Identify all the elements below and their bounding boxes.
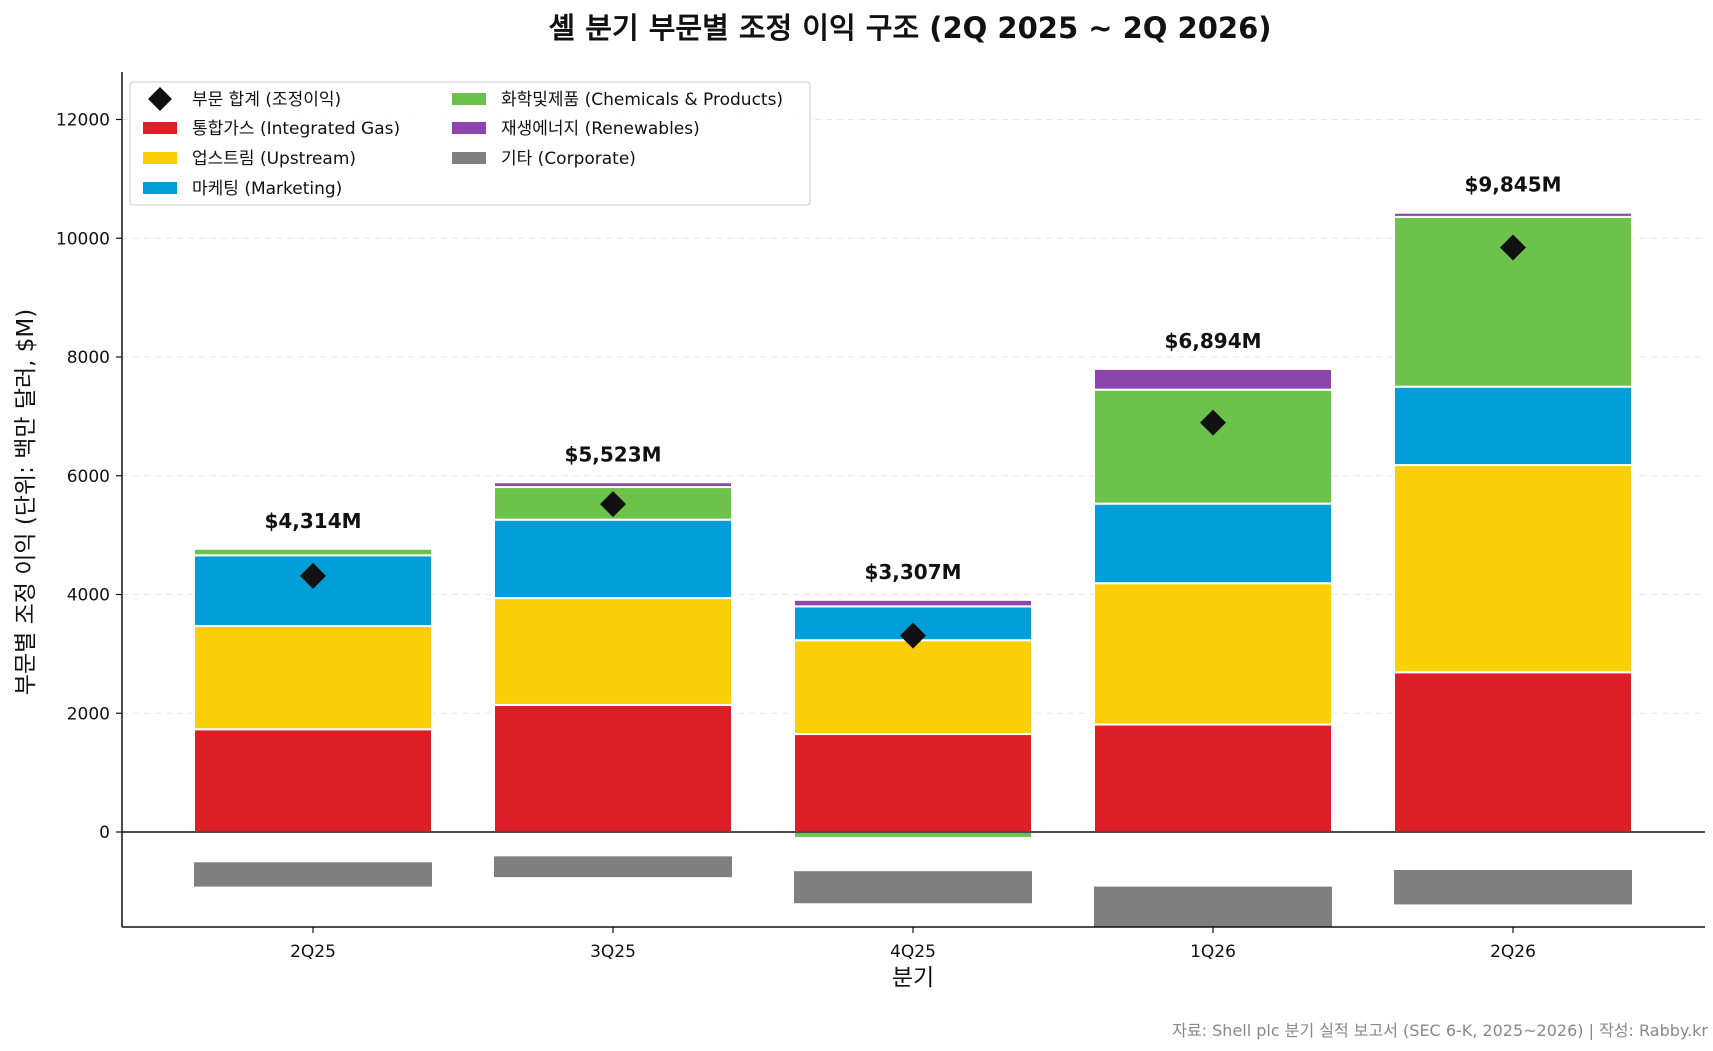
source-note: 자료: Shell plc 분기 실적 보고서 (SEC 6-K, 2025~2… [1172,1021,1708,1040]
axes: 0 2000 4000 6000 8000 10000 12000 2Q25 3Q25 4Q25 1… [56,72,1705,962]
bar-segment [793,831,1033,839]
bar-segment [493,481,733,489]
x-tick-label: 3Q25 [590,942,636,962]
legend-swatch [452,93,486,105]
legend-swatch [143,122,177,134]
legend-label: 기타 (Corporate) [501,149,636,169]
x-axis-title: 분기 [892,965,934,991]
y-tick-label: 0 [99,823,110,843]
bar-segment [1093,367,1333,391]
legend: 부문 합계 (조정이익) 통합가스 (Integrated Gas) 업스트림 (U… [129,81,811,206]
bar-segment [1093,582,1333,726]
y-tick-label: 10000 [56,229,110,249]
bar-segment [494,856,732,878]
x-tick-label: 2Q26 [1490,942,1536,962]
y-tick-label: 8000 [67,348,110,368]
bar-segment [493,703,733,833]
total-label: $9,845M [1464,173,1561,197]
total-markers [300,234,1526,649]
x-tick-label: 2Q25 [290,942,336,962]
y-axis-title: 부문별 조정 이익 (단위: 백만 달러, $M) [13,309,39,695]
bar-segment [793,598,1033,608]
legend-swatch [452,152,486,164]
bar-segment [493,518,733,600]
total-marker [300,562,326,589]
legend-label: 업스트림 (Upstream) [192,149,356,169]
x-tick-label: 1Q26 [1190,942,1236,962]
y-tick-label: 12000 [56,111,110,131]
total-marker [600,491,626,518]
chart-title: 셸 분기 부문별 조정 이익 구조 (2Q 2025 ~ 2Q 2026) [548,11,1271,45]
y-tick-label: 6000 [67,467,110,487]
bar-segment [1093,723,1333,833]
bar-segment [1393,211,1633,218]
legend-label: 통합가스 (Integrated Gas) [192,119,400,139]
y-tick-label: 2000 [67,704,110,724]
total-marker [1500,234,1526,261]
bar-segment [794,871,1032,904]
bar-segment [1093,502,1333,585]
bar-segment [1393,671,1633,833]
bar-segment [193,728,433,833]
bar-segment [194,862,432,887]
legend-box [129,81,811,206]
legend-swatch [143,152,177,164]
x-tick-label: 4Q25 [890,942,936,962]
bar-segment [793,639,1033,736]
bar-segment [1393,464,1633,674]
bar-segment [1393,385,1633,467]
legend-label: 재생에너지 (Renewables) [501,119,700,139]
bar-segment [493,597,733,706]
legend-marker [148,87,172,111]
bar-segment [193,547,433,557]
bar-segment [193,624,433,731]
total-label: $6,894M [1164,329,1261,353]
total-label: $4,314M [264,509,361,533]
bar-segment [793,733,1033,833]
total-label: $5,523M [564,442,661,466]
bar-segment [1094,886,1332,927]
y-tick-label: 4000 [67,586,110,606]
legend-label: 마케팅 (Marketing) [192,179,342,199]
bar-segment [1093,388,1333,505]
total-marker [900,622,926,649]
bar-segment [1394,870,1632,905]
total-marker [1200,409,1226,436]
legend-swatch [143,182,177,194]
legend-label: 부문 합계 (조정이익) [192,90,341,110]
legend-swatch [452,122,486,134]
legend-label: 화학및제품 (Chemicals & Products) [501,90,783,110]
total-label: $3,307M [864,560,961,584]
bars: $4,314M $5,523M $3,307M $6,894M $9,845M [193,173,1633,927]
